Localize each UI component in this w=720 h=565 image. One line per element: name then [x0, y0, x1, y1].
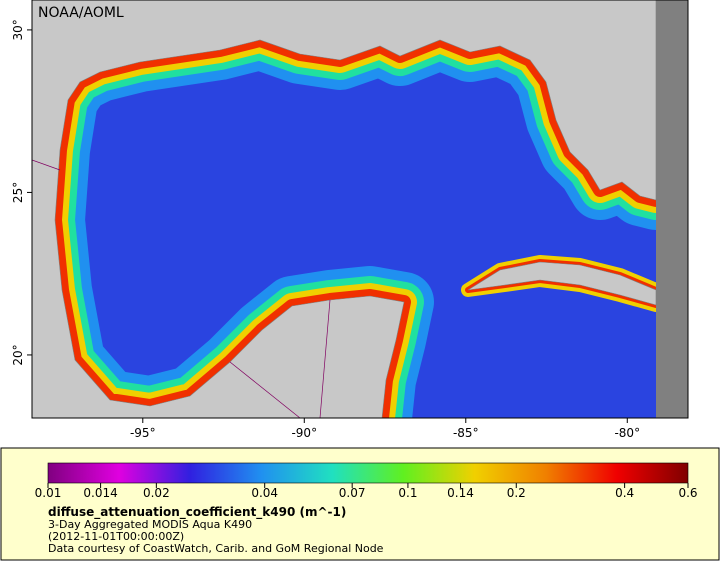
y-tick-label: 20° — [11, 344, 25, 365]
colorbar-tick-label: 0.04 — [251, 486, 278, 500]
colorbar-tick-label: 0.6 — [678, 486, 697, 500]
colorbar-tick-label: 0.014 — [83, 486, 117, 500]
no-data-strip — [656, 0, 688, 418]
y-tick-label: 25° — [11, 182, 25, 203]
caption-title: diffuse_attenuation_coefficient_k490 (m^… — [48, 505, 346, 520]
caption-line: 3-Day Aggregated MODIS Aqua K490 — [48, 518, 252, 531]
caption-line: (2012-11-01T00:00:00Z) — [48, 530, 184, 543]
colorbar-tick-label: 0.02 — [143, 486, 170, 500]
colorbar-tick-label: 0.2 — [507, 486, 526, 500]
x-tick-label: -90° — [291, 426, 317, 440]
map — [32, 0, 688, 418]
borders — [32, 159, 331, 418]
x-tick-label: -80° — [614, 426, 640, 440]
colorbar-tick-label: 0.1 — [398, 486, 417, 500]
axes: -95° -90° -85° -80° 20° 25° 30° — [11, 19, 640, 440]
colorbar-tick-label: 0.01 — [35, 486, 62, 500]
colorbar-tick-label: 0.07 — [339, 486, 366, 500]
y-tick-label: 30° — [11, 19, 25, 40]
colorbar-tick-label: 0.14 — [447, 486, 474, 500]
x-tick-label: -85° — [453, 426, 479, 440]
x-tick-label: -95° — [130, 426, 156, 440]
watermark: NOAA/AOML — [38, 5, 124, 21]
colorbar — [47, 462, 689, 484]
colorbar-tick-label: 0.4 — [615, 486, 634, 500]
caption-line: Data courtesy of CoastWatch, Carib. and … — [48, 542, 384, 555]
map-frame — [31, 0, 689, 419]
colorbar-ticks: 0.01 0.014 0.02 0.04 0.07 0.1 0.14 0.2 0.4 0.6 — [35, 483, 698, 500]
